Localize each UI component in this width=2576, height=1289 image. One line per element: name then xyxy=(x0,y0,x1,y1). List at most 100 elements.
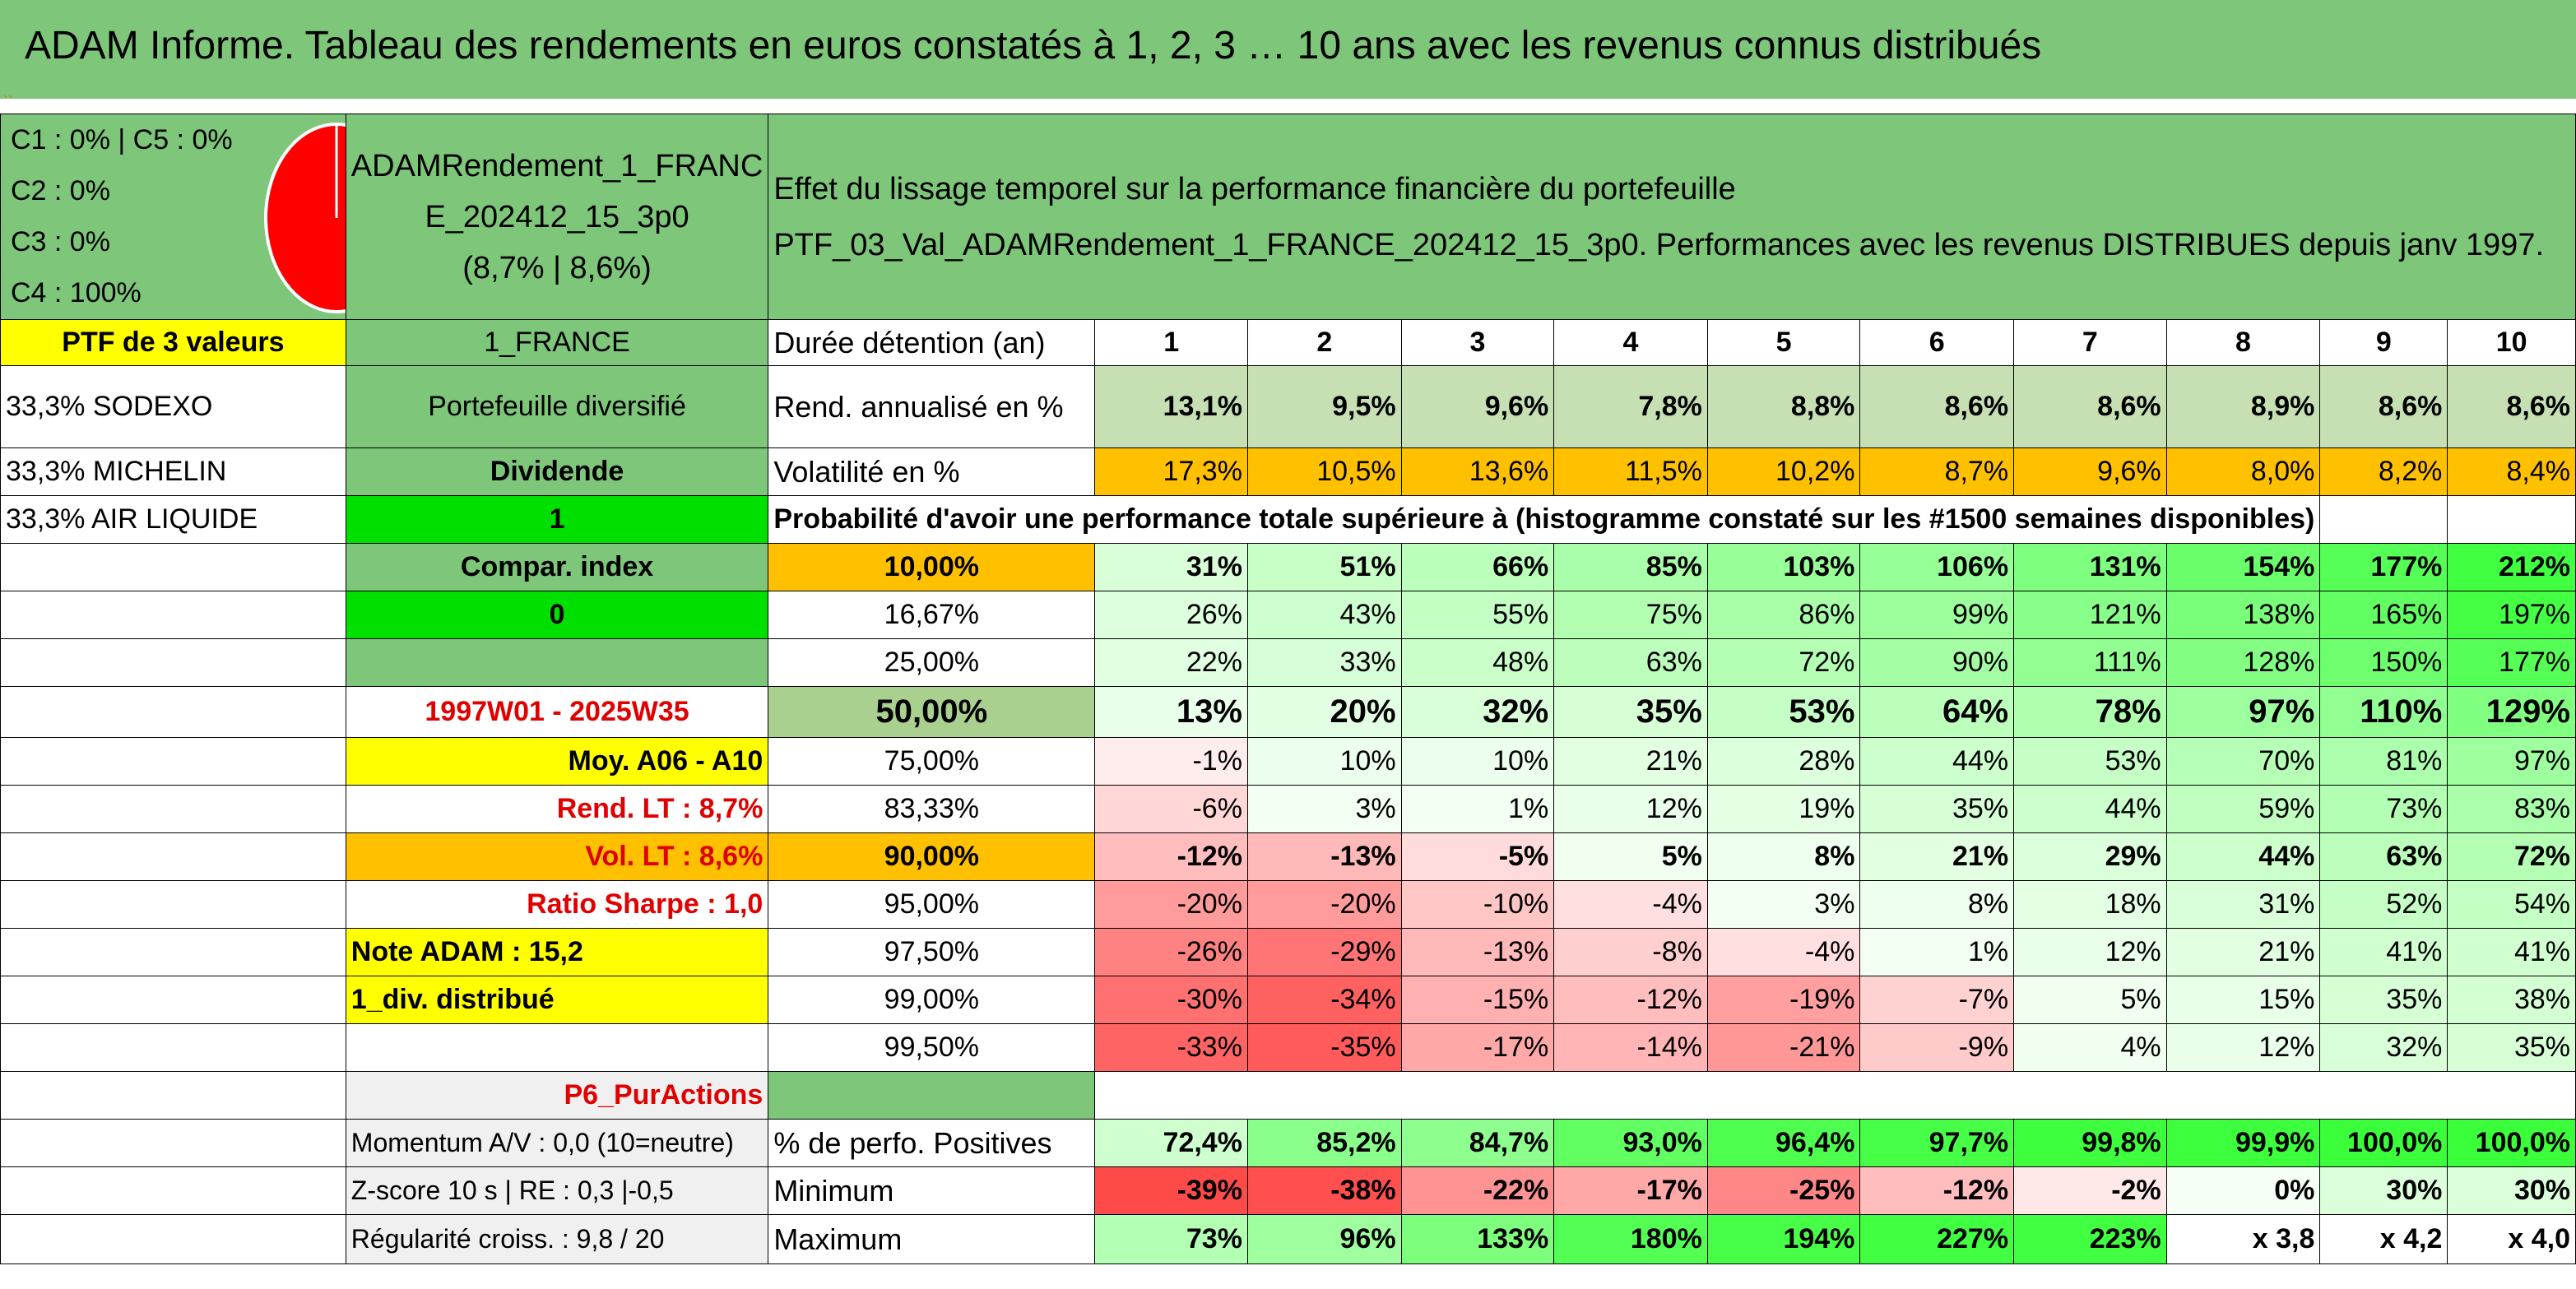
minimum-value: -25% xyxy=(1706,1166,1861,1215)
probability-value: 150% xyxy=(2319,638,2448,687)
probability-value: 129% xyxy=(2447,686,2576,738)
vol-value: 8,4% xyxy=(2447,447,2576,496)
probability-level: 97,50% xyxy=(768,928,1096,976)
empty-cell xyxy=(0,880,346,929)
year-header: 9 xyxy=(2319,319,2448,366)
probability-value: 51% xyxy=(1246,543,1402,591)
empty-cell xyxy=(0,638,346,687)
rend-value: 9,5% xyxy=(1246,365,1402,448)
vol-value: 8,0% xyxy=(2165,447,2321,496)
description-line: Effet du lissage temporel sur la perform… xyxy=(773,171,1736,206)
holding-item: 33,3% SODEXO xyxy=(0,365,346,448)
year-header: 1 xyxy=(1094,319,1248,366)
probability-value: 111% xyxy=(2013,638,2167,687)
duration-row: PTF de 3 valeurs 1_FRANCE Durée détention … xyxy=(0,319,2576,366)
maximum-value: 73% xyxy=(1094,1214,1248,1264)
probability-value: 20% xyxy=(1246,686,1402,738)
p6-label: P6_PurActions xyxy=(345,1071,769,1120)
probability-value: -34% xyxy=(1246,976,1402,1024)
empty-cell xyxy=(0,1166,346,1215)
probability-value: 83% xyxy=(2447,785,2576,833)
probability-value: -8% xyxy=(1553,928,1708,976)
probability-value: 10% xyxy=(1246,737,1402,786)
minimum-value: 30% xyxy=(2447,1166,2576,1215)
vol-value: 11,5% xyxy=(1553,447,1708,496)
probability-value: 1% xyxy=(1400,785,1555,833)
rend-value: 7,8% xyxy=(1553,365,1708,448)
probability-value: -29% xyxy=(1246,928,1402,976)
probability-value: 154% xyxy=(2165,543,2321,591)
probability-row: 99,50% -33% -35% -17% -14% -21% -9% 4% 12% 32% 35% xyxy=(0,1023,2576,1072)
probability-row: Moy. A06 - A10 75,00% -1% 10% 10% 21% 28% 44% 53… xyxy=(0,737,2576,786)
momentum-label: Momentum A/V : 0,0 (10=neutre) xyxy=(345,1119,769,1167)
probability-value: 41% xyxy=(2447,928,2576,976)
probability-value: 177% xyxy=(2319,543,2448,591)
probability-value: 177% xyxy=(2447,638,2576,687)
year-header: 2 xyxy=(1246,319,1402,366)
rend-value: 8,9% xyxy=(2165,365,2321,448)
probability-value: -6% xyxy=(1094,785,1248,833)
probability-value: 73% xyxy=(2319,785,2448,833)
minimum-value: -38% xyxy=(1246,1166,1402,1215)
probability-value: 21% xyxy=(1859,832,2015,881)
probability-value: 8% xyxy=(1706,832,1861,881)
probability-row: 1_div. distribué 99,00% -30% -34% -15% -12% -1… xyxy=(0,976,2576,1024)
probability-value: -19% xyxy=(1706,976,1861,1024)
rend-value: 8,8% xyxy=(1706,365,1861,448)
probability-value: 85% xyxy=(1553,543,1708,591)
probability-row: 25,00% 22% 33% 48% 63% 72% 90% 111% 128% 150% 177% xyxy=(0,638,2576,687)
probability-level: 90,00% xyxy=(768,832,1096,881)
probability-value: 5% xyxy=(1553,832,1708,881)
vol-value: 10,5% xyxy=(1246,447,1402,496)
maximum-value: 194% xyxy=(1706,1214,1861,1264)
probability-value: 90% xyxy=(1859,638,2015,687)
probability-value: 1% xyxy=(1859,928,2015,976)
minimum-value: -12% xyxy=(1859,1166,2015,1215)
positive-value: 85,2% xyxy=(1246,1119,1402,1167)
positive-value: 99,9% xyxy=(2165,1119,2321,1167)
minimum-value: -17% xyxy=(1553,1166,1708,1215)
probability-value: -13% xyxy=(1400,928,1555,976)
probability-value: -26% xyxy=(1094,928,1248,976)
empty-cell xyxy=(768,1071,1096,1120)
probability-row: Compar. index 10,00% 31% 51% 66% 85% 103% 106% 1… xyxy=(0,543,2576,591)
probability-value: 21% xyxy=(2165,928,2321,976)
vol-value: 10,2% xyxy=(1706,447,1861,496)
probability-value: 28% xyxy=(1706,737,1861,786)
description-line: PTF_03_Val_ADAMRendement_1_FRANCE_202412… xyxy=(773,227,2545,262)
probability-row: Vol. LT : 8,6% 90,00% -12% -13% -5% 5% 8% 21% 29… xyxy=(0,832,2576,881)
probability-value: 97% xyxy=(2447,737,2576,786)
vol-value: 9,6% xyxy=(2013,447,2167,496)
probability-level: 25,00% xyxy=(768,638,1096,687)
probability-value: 81% xyxy=(2319,737,2448,786)
probability-value: -21% xyxy=(1706,1023,1861,1072)
probability-title-row: 33,3% AIR LIQUIDE 1 Probabilité d'avoir un… xyxy=(0,495,2576,544)
positive-row: Momentum A/V : 0,0 (10=neutre)% de perfo… xyxy=(0,1119,2576,1167)
empty-cell xyxy=(1094,1071,2576,1120)
holding-item: 33,3% AIR LIQUIDE xyxy=(0,495,346,544)
description-cell: Effet du lissage temporel sur la perform… xyxy=(768,114,2576,320)
vol-label: Volatilité en % xyxy=(768,447,1096,496)
portfolio-name-line: (8,7% | 8,6%) xyxy=(462,250,652,285)
report-title: ADAM Informe. Tableau des rendements en … xyxy=(25,24,2042,67)
probability-level: 50,00% xyxy=(768,686,1096,738)
compar-label: Compar. index xyxy=(345,543,769,591)
minimum-value: -22% xyxy=(1400,1166,1555,1215)
rend-value: 8,6% xyxy=(1859,365,2015,448)
maximum-value: x 3,8 xyxy=(2165,1214,2321,1264)
dividend-label: Dividende xyxy=(345,447,769,496)
probability-value: 53% xyxy=(2013,737,2167,786)
vol-lt-label: Vol. LT : 8,6% xyxy=(345,832,769,881)
probability-value: 70% xyxy=(2165,737,2321,786)
positive-value: 99,8% xyxy=(2013,1119,2167,1167)
probability-value: 165% xyxy=(2319,591,2448,639)
positive-value: 72,4% xyxy=(1094,1119,1248,1167)
probability-value: 103% xyxy=(1706,543,1861,591)
ptf-label: PTF de 3 valeurs xyxy=(0,319,346,366)
probability-value: 97% xyxy=(2165,686,2321,738)
probability-level: 16,67% xyxy=(768,591,1096,639)
legend-item: C2 : 0% xyxy=(11,175,110,206)
probability-row: Rend. LT : 8,7% 83,33% -6% 3% 1% 12% 19% 35% 44%… xyxy=(0,785,2576,833)
probability-value: 44% xyxy=(2165,832,2321,881)
probability-value: 19% xyxy=(1706,785,1861,833)
